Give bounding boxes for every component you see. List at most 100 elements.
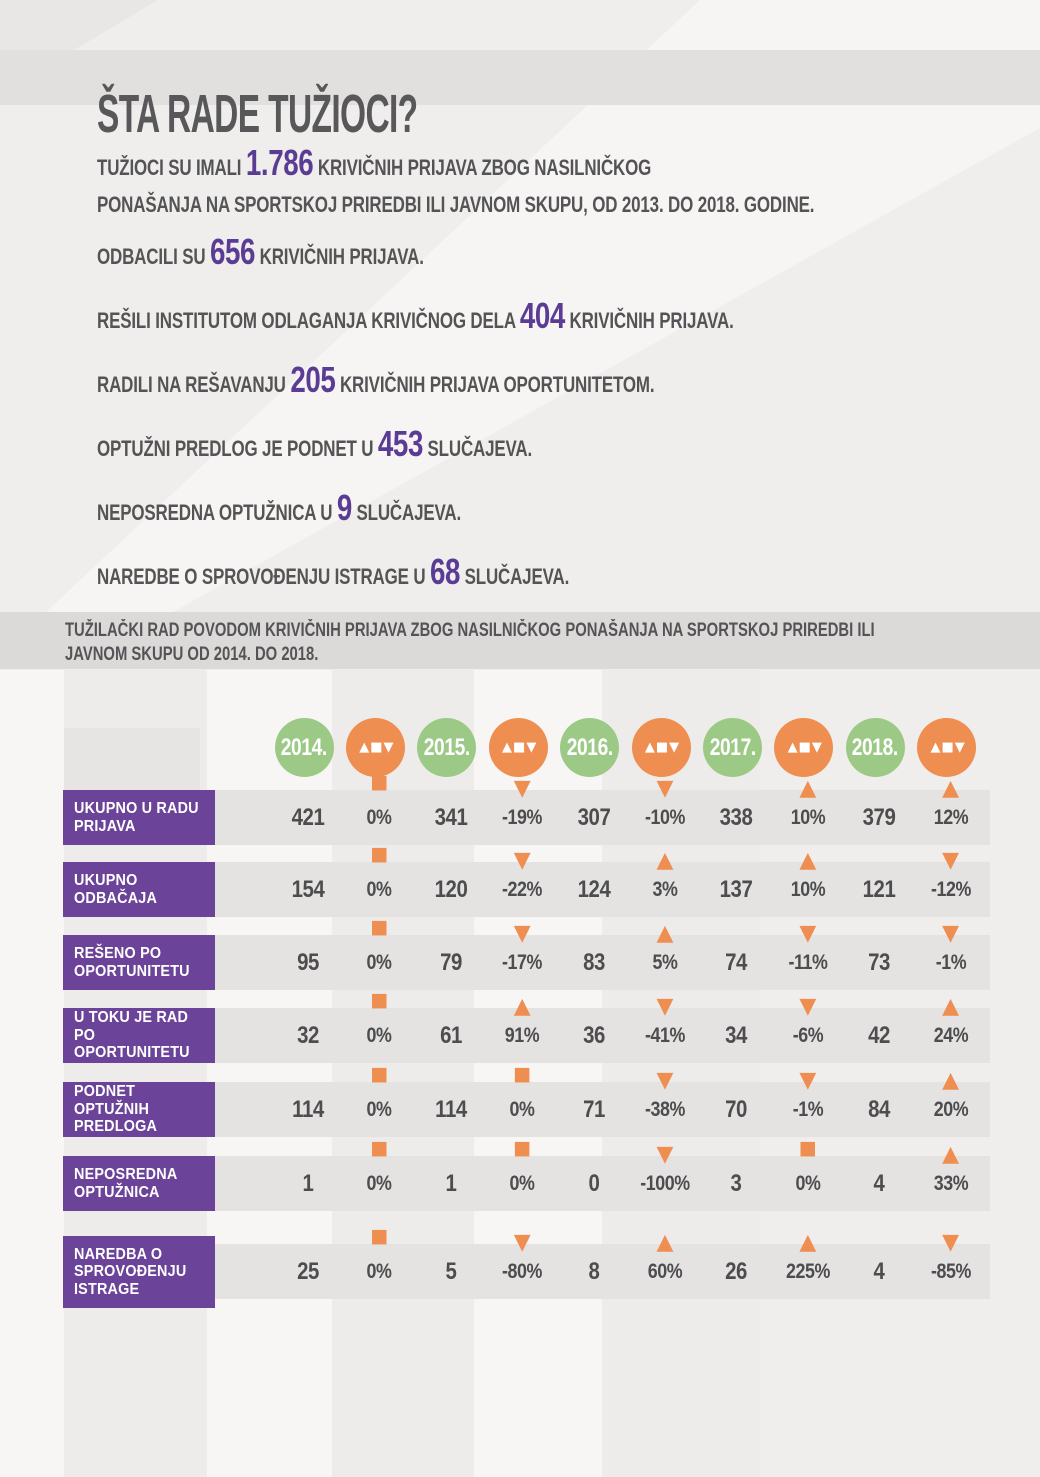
change-cell: ▲ 12% [915,778,987,845]
table-row: UKUPNO ODBAČAJA 154 ■ 0% 120 ▼ -22% 124 ▲ 3% 137 ▲ 1… [63,845,990,917]
row-label: PODNET OPTUŽNIH PREDLOGA [63,1082,215,1137]
value-cell: 61 [415,1008,487,1063]
intro-paragraph: TUŽIOCI SU IMALI 1.786 KRIVIČNIH PRIJAVA… [97,144,944,223]
year-label: 2014. [280,733,328,761]
count-value: 379 [862,803,896,831]
trend-down-icon: ▼ [513,921,531,946]
value-cell: 120 [415,862,487,917]
count-value: 1 [302,1169,314,1197]
up-square-down-icon: ▲■▼ [502,740,538,755]
table-header: 2014. ▲■▼ 2015. ▲■▼ 2016. ▲■▼ 2017. ▲■▼ 2018. ▲■▼ [63,718,990,791]
table-row: UKUPNO U RADU PRIJAVA 421 ■ 0% 341 ▼ -19% 307 ▼ -… [63,773,990,845]
count-value: 34 [725,1021,748,1049]
count-value: 114 [292,1095,324,1123]
header-corner-cell [64,728,200,791]
change-cell: ▼ -1% [772,1070,844,1137]
change-cell: ▼ -80% [486,1232,558,1299]
highlight-number: 404 [519,295,565,336]
trend-legend-circle: ▲■▼ [774,718,834,777]
value-cell: 73 [843,935,915,990]
change-value: -22% [502,877,543,901]
value-cell: 42 [843,1008,915,1063]
trend-down-icon: ▼ [799,921,817,946]
value-cell: 74 [700,935,772,990]
change-cell: ▼ -85% [915,1232,987,1299]
trend-legend-circle: ▲■▼ [488,718,548,777]
row-band: 25 ■ 0% 5 ▼ -80% 8 ▲ 60% 26 ▲ 225% 4 ▼ -85% [215,1227,990,1299]
change-value: 5% [652,950,678,974]
intro-text: KRIVIČNIH PRIJAVA. [564,308,734,333]
count-value: 307 [577,803,610,831]
change-value: -10% [645,805,685,829]
trend-up-icon: ▲ [799,1230,817,1255]
subtitle-band [0,612,1040,669]
row-band: 95 ■ 0% 79 ▼ -17% 83 ▲ 5% 74 ▼ -11% 73 ▼ -1% [215,918,990,990]
change-value: 24% [933,1023,968,1047]
count-value: 4 [873,1169,885,1197]
count-value: 124 [577,875,610,903]
change-cell: ▼ -6% [772,996,844,1063]
change-cell: ■ 0% [343,1139,415,1211]
trend-down-icon: ▼ [942,1230,960,1255]
trend-zero-icon: ■ [513,1137,532,1159]
intro-paragraph: ODBACILI SU 656 KRIVIČNIH PRIJAVA. [97,233,944,275]
table-row: U TOKU JE RAD PO OPORTUNITETU 32 ■ 0% 61 ▲ 91%… [63,991,990,1063]
row-label-text: NAREDBA O SPROVOĐENJU ISTRAGE [74,1245,187,1298]
table-row: NAREDBA O SPROVOĐENJU ISTRAGE 25 ■ 0% 5 ▼ -80%… [63,1227,990,1308]
table-row: REŠENO PO OPORTUNITETU 95 ■ 0% 79 ▼ -17% 83 ▲ 5% 7… [63,918,990,990]
up-square-down-icon: ▲■▼ [644,740,681,755]
trend-zero-icon: ■ [370,916,389,938]
change-cell: ▲ 10% [772,850,844,917]
trend-up-icon: ▲ [799,848,817,873]
count-value: 5 [445,1257,457,1285]
change-value: -100% [640,1171,690,1195]
change-value: 0% [509,1097,535,1121]
change-cell: ■ 0% [343,773,415,845]
count-value: 79 [439,948,462,976]
value-cell: 137 [700,862,772,917]
row-label-text: PODNET OPTUŽNIH PREDLOGA [74,1083,158,1136]
change-value: -6% [792,1023,824,1047]
intro-text: NAREDBE O SPROVOĐENJU ISTRAGE U [97,564,430,589]
table-subtitle: TUŽILAČKI RAD POVODOM KRIVIČNIH PRIJAVA … [65,620,875,665]
trend-zero-icon: ■ [370,1063,389,1085]
trend-zero-icon: ■ [798,1137,817,1159]
value-cell: 95 [272,935,344,990]
change-cell: ■ 0% [486,1139,558,1211]
up-square-down-icon: ▲■▼ [359,740,395,755]
value-cell: 338 [700,790,772,845]
intro-text: SLUČAJEVA. [351,500,462,525]
highlight-number: 205 [290,359,336,400]
change-cell: ▼ -11% [772,923,844,990]
year-circle: 2018. [845,718,905,777]
count-value: 8 [588,1257,600,1285]
count-value: 341 [434,803,468,831]
trend-up-icon: ▲ [942,776,960,801]
value-cell: 32 [272,1008,344,1063]
change-cell: ■ 0% [343,845,415,917]
change-cell: ▼ -19% [486,778,558,845]
change-cell: ■ 0% [772,1139,844,1211]
row-band: 154 ■ 0% 120 ▼ -22% 124 ▲ 3% 137 ▲ 10% 121 ▼ -12% [215,845,990,917]
change-value: 0% [366,1171,392,1195]
change-cell: ■ 0% [343,1227,415,1299]
intro-text: RADILI NA REŠAVANJU [97,372,291,397]
value-cell: 34 [700,1008,772,1063]
row-band: 114 ■ 0% 114 ■ 0% 71 ▼ -38% 70 ▼ -1% 84 ▲ 20% [215,1065,990,1137]
intro-text: ODBACILI SU [97,244,210,269]
trend-zero-icon: ■ [370,989,389,1011]
trend-down-icon: ▼ [799,994,817,1019]
change-value: -41% [645,1023,685,1047]
intro-paragraph: REŠILI INSTITUTOM ODLAGANJA KRIVIČNOG DE… [97,297,944,339]
value-cell: 379 [843,790,915,845]
trend-down-icon: ▼ [656,994,674,1019]
row-label: UKUPNO ODBAČAJA [63,862,215,917]
intro-text: KRIVIČNIH PRIJAVA OPORTUNITETOM. [335,372,655,397]
trend-zero-icon: ■ [370,771,389,793]
year-label: 2018. [852,733,899,761]
intro-text: NEPOSREDNA OPTUŽNICA U [97,500,337,525]
change-cell: ▼ -22% [486,850,558,917]
value-cell: 26 [700,1244,772,1299]
value-cell: 114 [415,1082,487,1137]
change-cell: ▼ -17% [486,923,558,990]
